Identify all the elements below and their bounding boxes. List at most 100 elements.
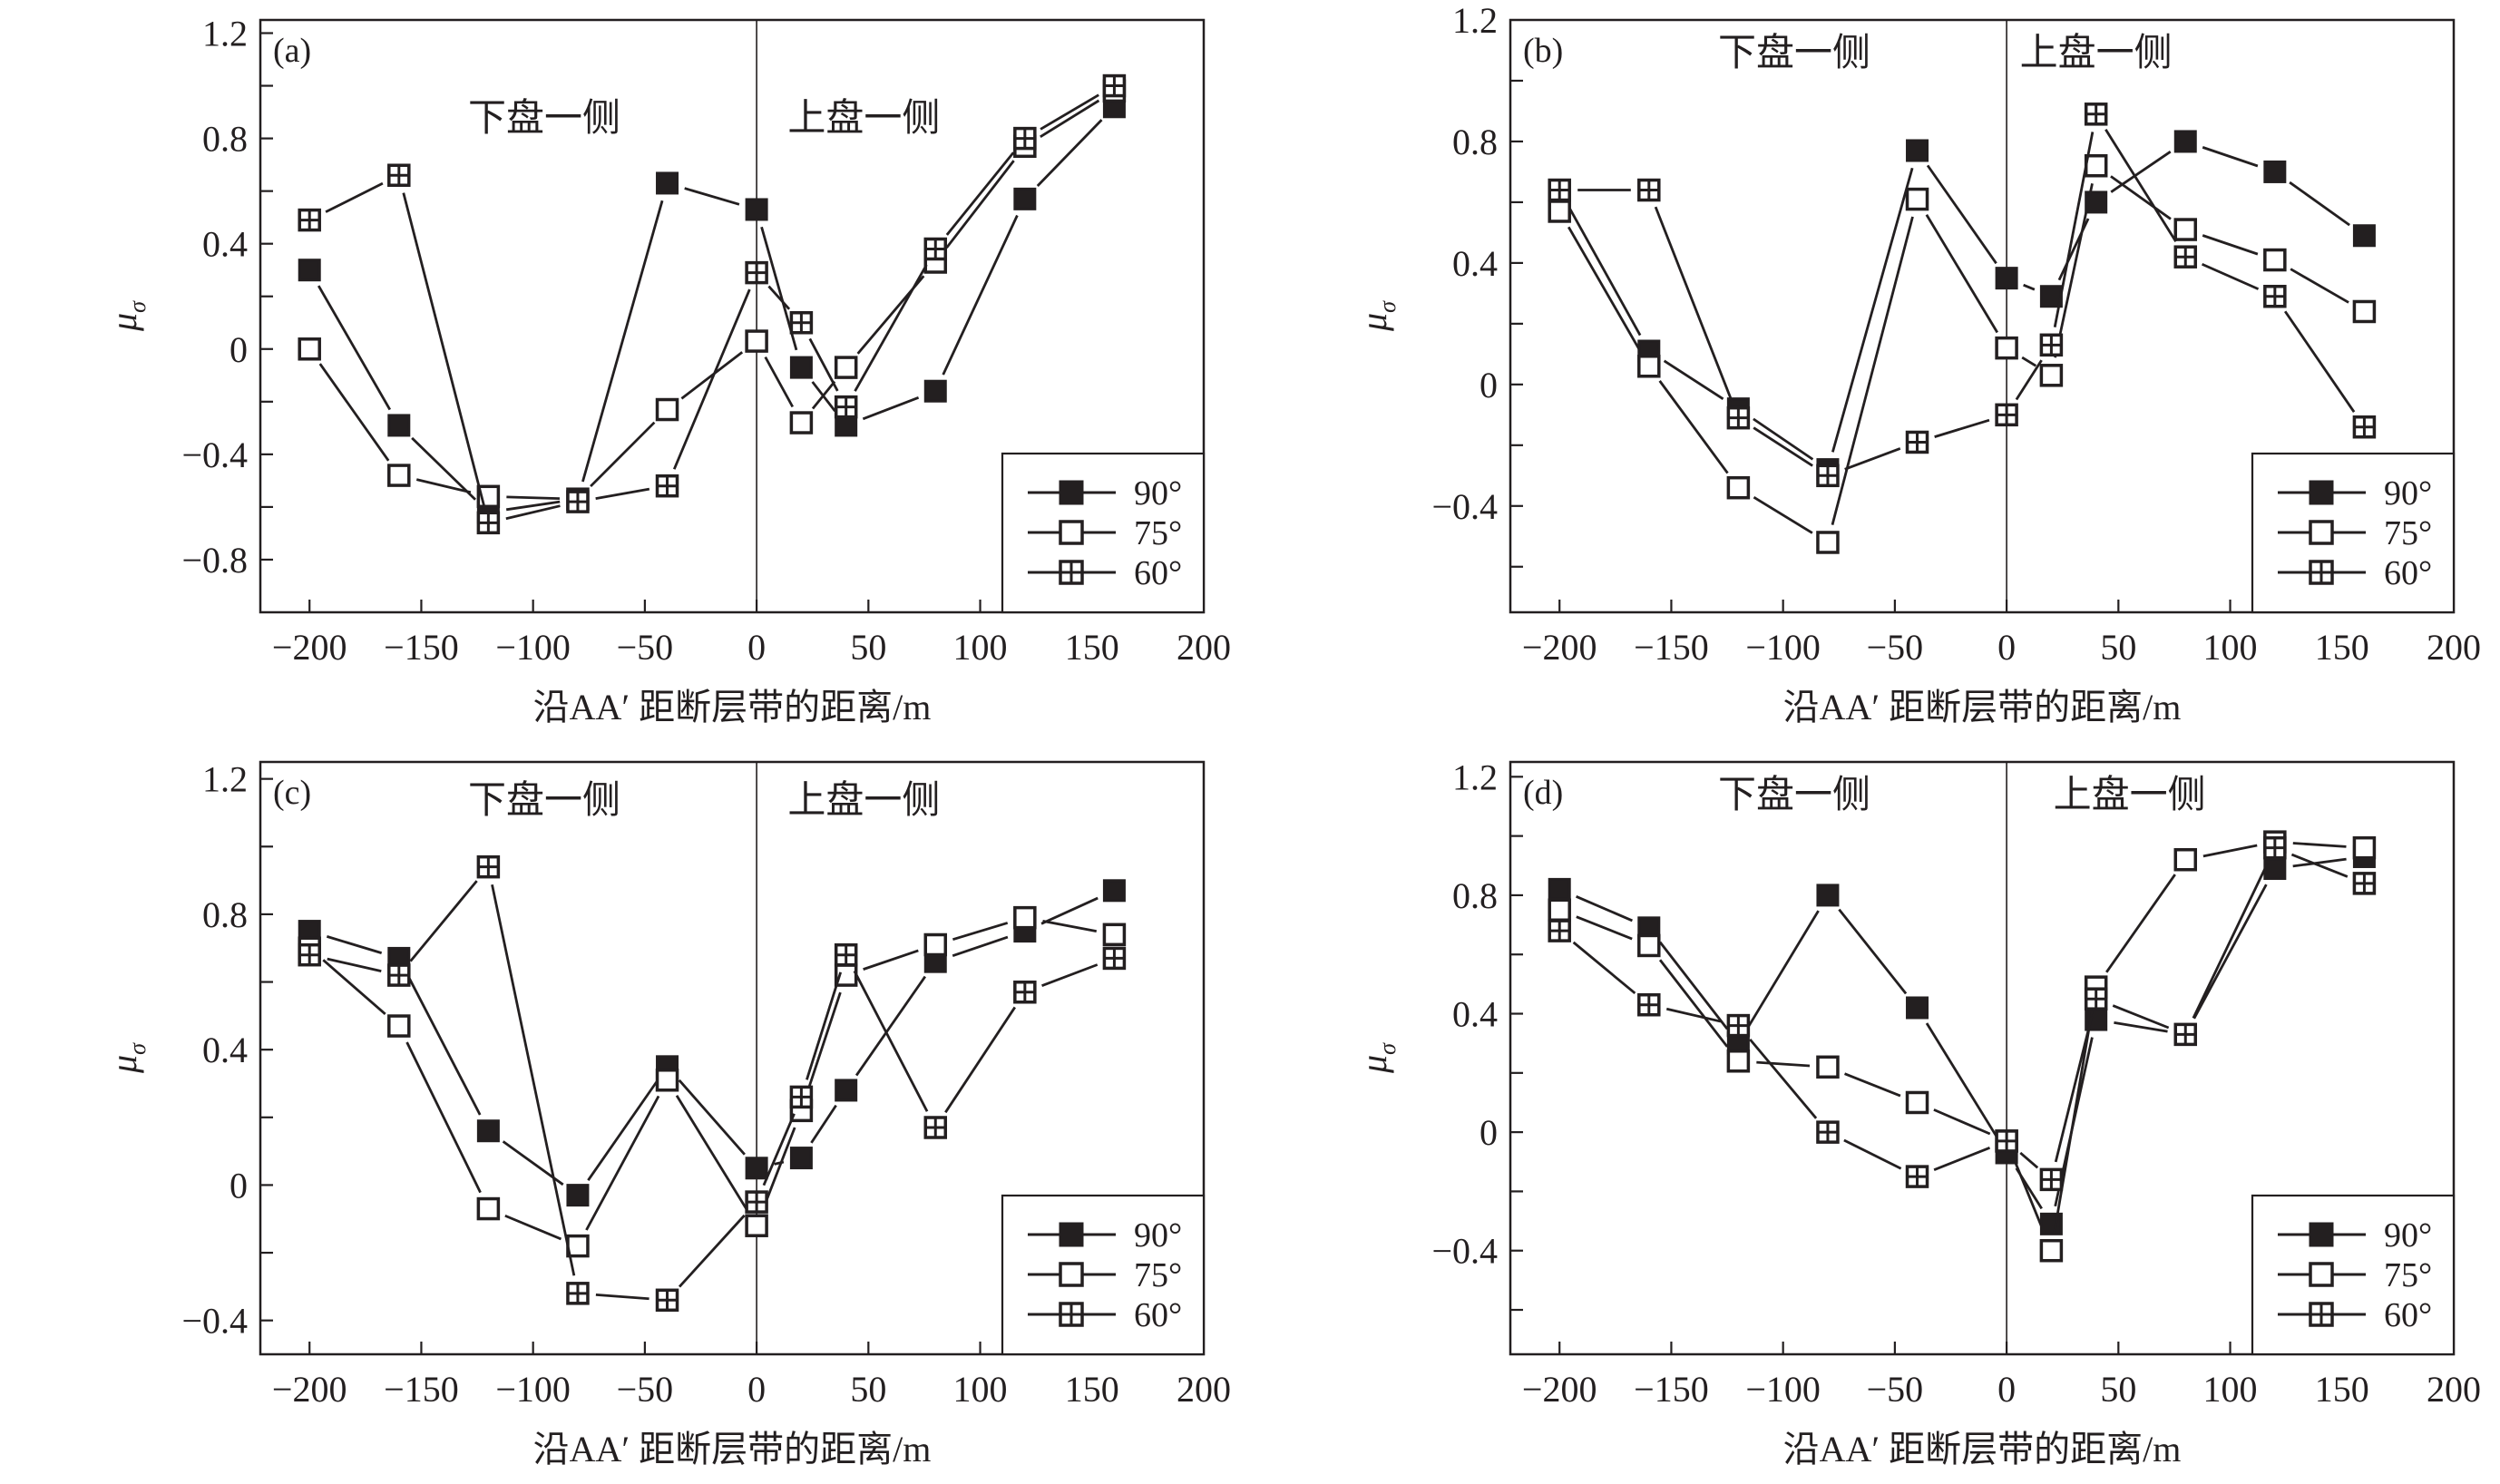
data-point-crossed-square — [566, 490, 590, 513]
data-point-filled-square — [2173, 130, 2197, 153]
series-60° — [298, 854, 1127, 1313]
data-point-open-square — [1816, 1055, 1840, 1079]
data-point-open-square — [2352, 299, 2377, 324]
series-segment — [505, 500, 561, 512]
data-point-filled-square — [387, 414, 411, 437]
series-segment — [2053, 1004, 2095, 1234]
x-tick-label: 200 — [2427, 1369, 2481, 1410]
x-axis-title: 沿AA′ 距断层带的距离/m — [533, 687, 932, 727]
x-tick-label: 50 — [850, 1369, 886, 1410]
x-tick-label: 200 — [1177, 1369, 1231, 1410]
data-point-crossed-square — [655, 474, 679, 498]
legend-label: 75° — [2384, 1256, 2432, 1294]
data-point-open-square — [1548, 200, 1571, 223]
series-segment — [325, 181, 384, 213]
data-point-crossed-square — [1102, 946, 1127, 971]
series-segment — [945, 160, 1015, 249]
data-point-crossed-square — [476, 854, 501, 879]
plot-frame — [259, 18, 1206, 614]
data-point-crossed-square — [923, 1116, 948, 1139]
series-segment — [1036, 119, 1103, 187]
y-tick-label: 0 — [1479, 1112, 1498, 1153]
data-point-filled-square — [298, 259, 321, 282]
chart-c: 1.2 0.8 0.4 0 −0.4 −200 −150 −100 −50 0 50 100 150 20… — [103, 759, 1231, 1469]
data-point-open-square — [2039, 1238, 2064, 1263]
legend-item: 90° — [2278, 474, 2432, 513]
legend-label: 90° — [1134, 474, 1182, 513]
legend-marker-crossed-square — [1059, 560, 1084, 585]
y-tick-label: 0.4 — [202, 1030, 248, 1070]
series-segment — [1567, 226, 1642, 352]
legend-item: 60° — [2278, 1296, 2432, 1334]
series-segment — [854, 975, 926, 1077]
y-tick-label: 0 — [229, 329, 248, 370]
legend-label: 60° — [1134, 1296, 1182, 1334]
y-tick-label: 1.2 — [202, 759, 248, 800]
x-tick-label: 0 — [747, 1369, 766, 1410]
data-point-crossed-square — [655, 1288, 679, 1313]
plot-frame — [1509, 760, 2456, 1356]
x-tick-label: 0 — [1997, 627, 2016, 668]
legend-item: 75° — [2278, 514, 2432, 552]
data-point-crossed-square — [834, 395, 858, 419]
series-segment — [504, 1214, 562, 1241]
legend-marker-open-square — [1059, 1262, 1084, 1287]
y-axis-title-main: μ — [103, 313, 144, 332]
footwall-label: 下盘一侧 — [468, 97, 620, 140]
y-axis-title-sub: σ — [124, 1042, 151, 1055]
series-segment — [1925, 213, 1999, 334]
y-tick-label: 0.8 — [1452, 875, 1498, 916]
plot-frame — [259, 760, 1206, 1356]
chart-d: 1.2 0.8 0.4 0 −0.4 −200 −150 −100 −50 0 50 100 150 20… — [1353, 757, 2481, 1469]
series-segment — [863, 949, 919, 971]
series-segment — [326, 935, 383, 954]
data-point-filled-square — [2085, 190, 2108, 214]
chart-b: 1.2 0.8 0.4 0 −0.4 −200 −150 −100 −50 0 50 100 150 20… — [1353, 0, 2481, 727]
panel-label: (a) — [273, 32, 311, 70]
legend-label: 90° — [2384, 474, 2432, 513]
data-point-crossed-square — [745, 1190, 768, 1214]
x-tick-label: 100 — [2203, 1369, 2258, 1410]
legend-marker-crossed-square — [1059, 1302, 1084, 1327]
series-segment — [1925, 1022, 1998, 1138]
y-tick-label: 1.2 — [1452, 757, 1498, 797]
data-point-open-square — [387, 464, 411, 487]
y-tick-label: 0.8 — [1452, 122, 1498, 162]
x-tick-label: −150 — [384, 1369, 459, 1410]
series-segment — [595, 487, 650, 501]
y-tick-label: 0 — [229, 1165, 248, 1206]
series-segment — [811, 380, 836, 410]
legend-marker-crossed-square — [2309, 560, 2334, 585]
series-segment — [581, 200, 664, 483]
data-point-filled-square — [1102, 879, 1126, 903]
series-segment — [1749, 1039, 1818, 1119]
data-point-filled-square — [789, 356, 813, 379]
series-segment — [2110, 175, 2172, 220]
data-point-crossed-square — [1905, 430, 1929, 454]
legend-item: 90° — [1028, 1216, 1182, 1255]
data-point-open-square — [2039, 364, 2064, 387]
series-segment — [2292, 842, 2347, 848]
series-segment — [762, 1127, 796, 1210]
series-segment — [2023, 283, 2036, 291]
legend-item: 75° — [1028, 514, 1182, 552]
data-point-crossed-square — [1726, 1013, 1751, 1038]
x-tick-label: 50 — [850, 627, 886, 668]
x-tick-label: 150 — [1065, 1369, 1119, 1410]
series-segment — [862, 396, 920, 421]
series-segment — [1753, 426, 1813, 467]
data-point-open-square — [1816, 531, 1840, 554]
series-segment — [491, 884, 576, 1276]
data-point-crossed-square — [1905, 1165, 1929, 1188]
panel-label: (d) — [1523, 774, 1563, 812]
series-segment — [1040, 93, 1099, 131]
legend-label: 90° — [2384, 1216, 2432, 1255]
data-point-filled-square — [1013, 187, 1037, 210]
data-point-filled-square — [745, 198, 768, 221]
x-tick-label: 50 — [2100, 1369, 2136, 1410]
y-tick-label: 0.8 — [202, 119, 248, 160]
y-axis-title-sub: σ — [1374, 300, 1401, 313]
legend-item: 75° — [2278, 1256, 2432, 1294]
data-point-crossed-square — [2173, 245, 2198, 268]
series-segment — [1658, 941, 1729, 1030]
